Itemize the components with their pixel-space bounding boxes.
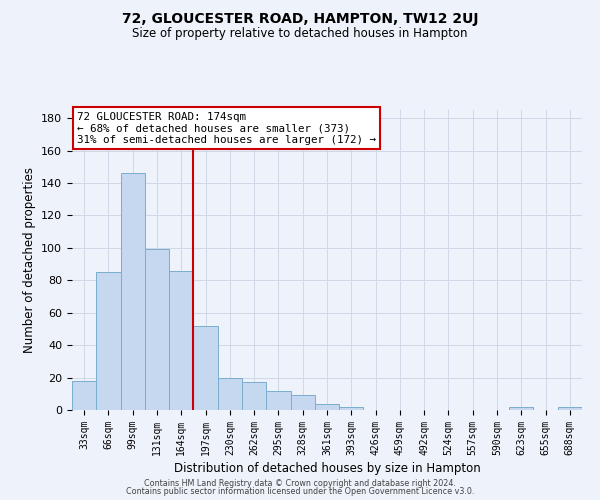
X-axis label: Distribution of detached houses by size in Hampton: Distribution of detached houses by size … (173, 462, 481, 475)
Bar (242, 382, 266, 410)
Bar (339, 407, 364, 410)
Y-axis label: Number of detached properties: Number of detached properties (23, 167, 35, 353)
Bar (121, 173, 145, 410)
Text: 72 GLOUCESTER ROAD: 174sqm
← 68% of detached houses are smaller (373)
31% of sem: 72 GLOUCESTER ROAD: 174sqm ← 68% of deta… (77, 112, 376, 144)
Bar (145, 250, 169, 410)
Bar (193, 326, 218, 410)
Bar (96, 272, 121, 410)
Bar (558, 407, 582, 410)
Text: Contains public sector information licensed under the Open Government Licence v3: Contains public sector information licen… (126, 487, 474, 496)
Bar (266, 390, 290, 410)
Bar (169, 270, 193, 410)
Bar (72, 381, 96, 410)
Text: Size of property relative to detached houses in Hampton: Size of property relative to detached ho… (132, 28, 468, 40)
Bar (509, 407, 533, 410)
Bar (290, 396, 315, 410)
Bar (315, 404, 339, 410)
Text: 72, GLOUCESTER ROAD, HAMPTON, TW12 2UJ: 72, GLOUCESTER ROAD, HAMPTON, TW12 2UJ (122, 12, 478, 26)
Text: Contains HM Land Registry data © Crown copyright and database right 2024.: Contains HM Land Registry data © Crown c… (144, 478, 456, 488)
Bar (218, 378, 242, 410)
